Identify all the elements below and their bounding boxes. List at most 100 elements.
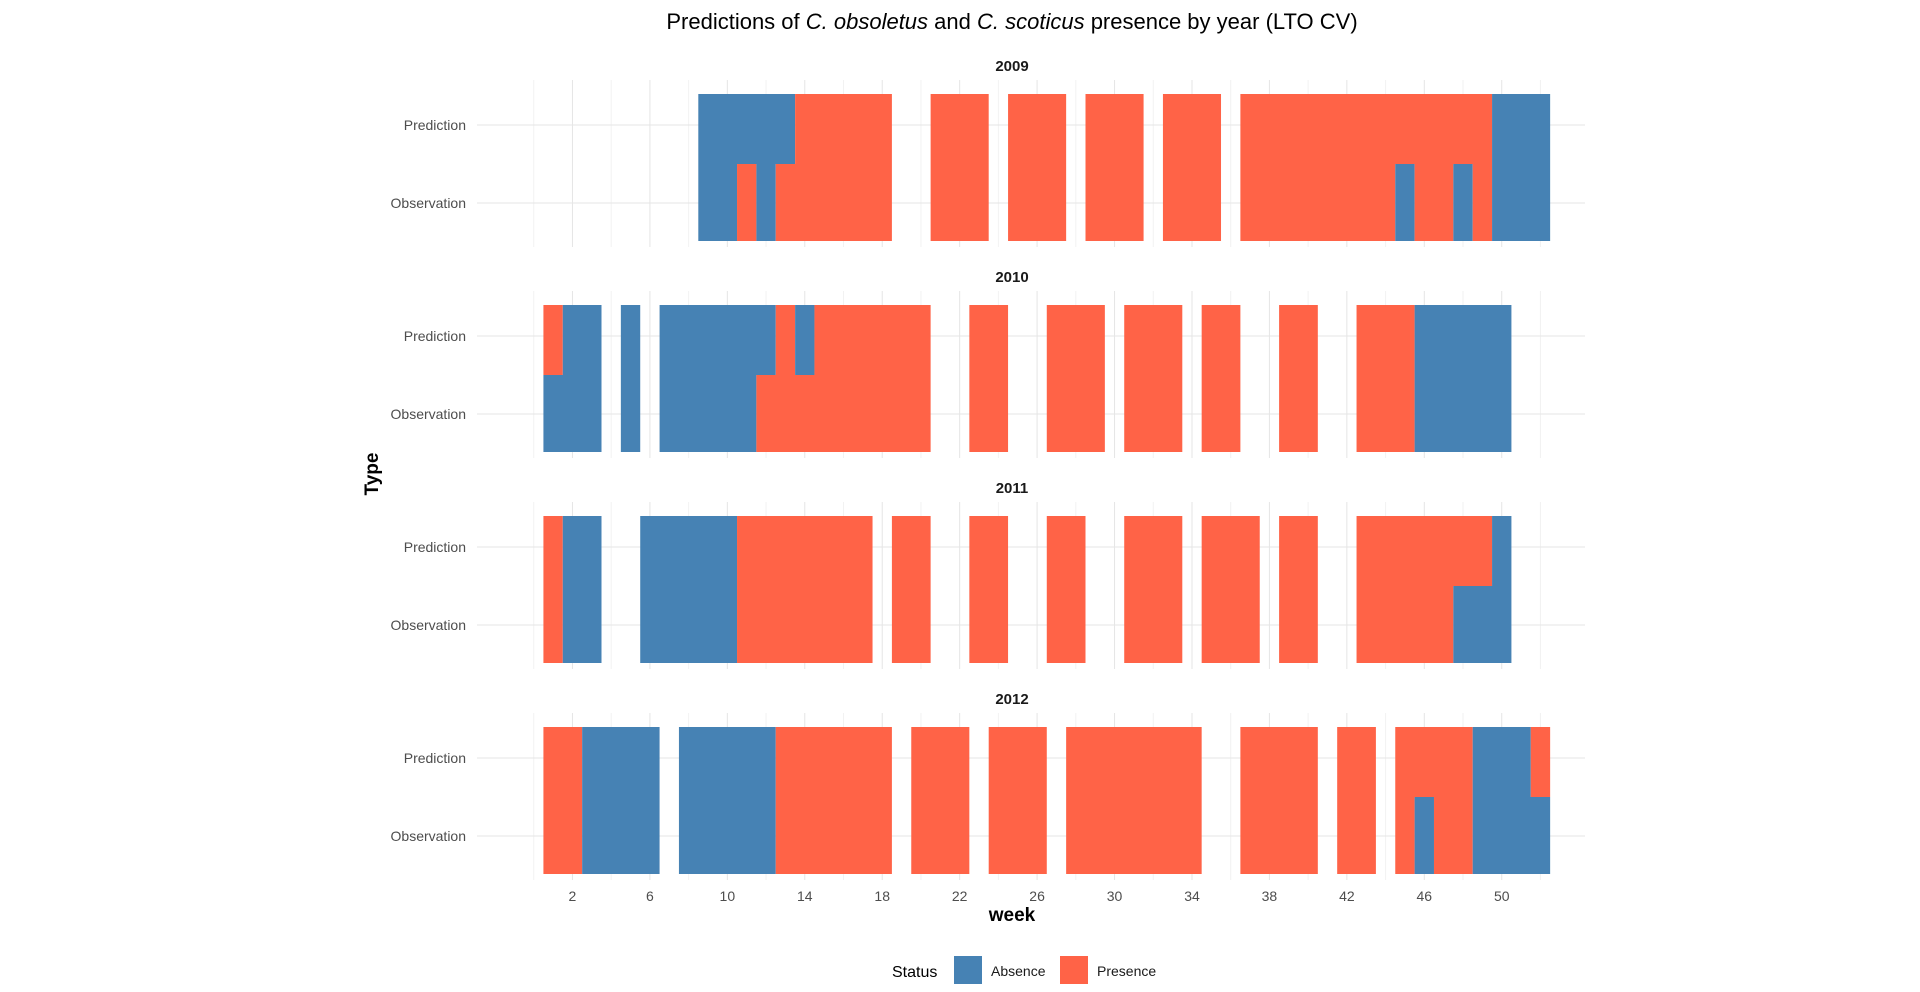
observation-tile-presence [969,586,1009,663]
title-part: C. obsoletus [806,9,928,34]
prediction-tile-presence [1201,516,1260,586]
x-tick-label: 46 [1417,888,1433,904]
observation-tile-presence [1240,797,1318,874]
title-part: Predictions of [666,9,805,34]
observation-tile-presence [1356,375,1415,452]
prediction-tile-presence [1356,305,1415,375]
title-part: C. scoticus [977,9,1085,34]
observation-tile-presence [930,164,989,241]
x-tick-label: 26 [1029,888,1045,904]
title-part: presence by year (LTO CV) [1085,9,1358,34]
prediction-tile-presence [1124,305,1183,375]
observation-tile-presence [1337,797,1376,874]
observation-tile-presence [1433,797,1473,874]
prediction-tile-presence [1162,94,1222,164]
prediction-tile-presence [969,305,1009,375]
x-tick-label: 2 [569,888,577,904]
prediction-tile-presence [1124,516,1183,586]
observation-tile-presence [969,375,1009,452]
prediction-tile-presence [795,94,892,164]
prediction-tile-presence [543,305,563,375]
observation-tile-presence [1046,586,1086,663]
prediction-tile-presence [1530,727,1551,797]
observation-tile-absence [620,375,641,452]
observation-tile-absence [1472,797,1551,874]
prediction-tile-presence [1356,516,1493,586]
y-axis-title: Type [362,453,383,496]
observation-tile-presence [1124,375,1183,452]
y-tick-label: Observation [391,617,466,633]
observation-tile-presence [737,164,757,241]
prediction-tile-presence [1085,94,1144,164]
prediction-tile-presence [1066,727,1202,797]
y-tick-label: Observation [391,406,466,422]
observation-tile-presence [756,375,931,452]
prediction-tile-absence [659,305,776,375]
observation-tile-presence [1414,164,1454,241]
observation-tile-presence [1472,164,1493,241]
observation-tile-presence [1162,164,1222,241]
panel-2012: 2012 Prediction Observation [391,691,1585,880]
prediction-tile-presence [1240,727,1318,797]
prediction-tile-absence [1472,727,1531,797]
observation-tile-absence [1453,586,1512,663]
prediction-tile-presence [814,305,931,375]
observation-tile-presence [1395,797,1415,874]
prediction-tile-presence [1240,94,1493,164]
observation-tile-presence [988,797,1047,874]
observation-tile-presence [1240,164,1396,241]
prediction-tile-absence [620,305,641,375]
x-tick-label: 18 [874,888,890,904]
panel-year-label: 2010 [995,269,1028,286]
y-tick-label: Prediction [404,750,466,766]
legend: Status Absence Presence [892,956,1156,984]
prediction-tile-presence [1395,727,1473,797]
x-tick-label: 38 [1262,888,1278,904]
prediction-tile-absence [582,727,660,797]
x-axis: 2 6 10 14 18 22 26 30 34 38 42 46 50 [569,888,1510,904]
prediction-tile-presence [1046,516,1086,586]
observation-tile-absence [562,586,602,663]
observation-tile-absence [1492,164,1551,241]
legend-label: Absence [991,963,1046,979]
observation-tile-presence [891,586,931,663]
observation-tile-absence [698,164,738,241]
y-tick-label: Observation [391,195,466,211]
prediction-tile-presence [775,305,796,375]
prediction-tile-presence [969,516,1009,586]
observation-tile-presence [775,797,892,874]
x-tick-label: 30 [1107,888,1123,904]
observation-tile-presence [737,586,873,663]
observation-tile-presence [1201,375,1241,452]
observation-tile-presence [1085,164,1144,241]
x-tick-label: 10 [720,888,736,904]
x-tick-label: 50 [1494,888,1510,904]
observation-tile-presence [1008,164,1067,241]
observation-tile-presence [1124,586,1183,663]
observation-tile-presence [1046,375,1105,452]
prediction-tile-absence [1414,305,1512,375]
y-tick-label: Prediction [404,117,466,133]
prediction-tile-absence [698,94,796,164]
prediction-tile-presence [1008,94,1067,164]
legend-key-absence [954,956,982,984]
x-tick-label: 6 [646,888,654,904]
prediction-tile-absence [795,305,815,375]
observation-tile-absence [756,164,776,241]
observation-tile-presence [1201,586,1260,663]
prediction-tile-presence [1337,727,1376,797]
x-axis-title: week [988,905,1036,926]
observation-tile-presence [543,797,583,874]
prediction-tile-presence [775,727,892,797]
observation-tile-absence [1453,164,1473,241]
observation-tile-presence [1279,375,1318,452]
panel-2010: 2010 Prediction Observation [391,269,1585,458]
facet-panels: 2009 Prediction Observation 2010 Prediction O… [391,58,1585,880]
prediction-tile-presence [737,516,873,586]
observation-tile-presence [543,586,563,663]
x-tick-label: 42 [1339,888,1355,904]
prediction-tile-presence [1279,516,1318,586]
y-tick-label: Prediction [404,539,466,555]
legend-title: Status [892,964,937,981]
